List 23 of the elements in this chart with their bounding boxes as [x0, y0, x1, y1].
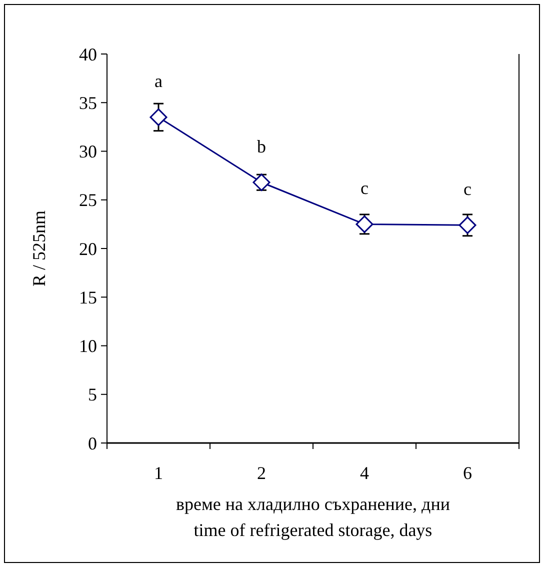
x-tick-label: 2	[257, 463, 266, 483]
point	[150, 108, 168, 126]
annotation: a	[154, 71, 162, 92]
y-axis-title: R / 525nm	[29, 210, 49, 287]
annotation: c	[360, 178, 368, 198]
x-tick-label: 6	[463, 463, 472, 483]
x-axis-title: време на хладилно съхранение, дни time of refrigerated storage, days	[176, 494, 450, 540]
point	[356, 215, 374, 233]
y-tick-label: 5	[88, 384, 97, 405]
y-tick-label: 0	[88, 433, 97, 454]
annotation: b	[257, 136, 266, 156]
annotation: c	[464, 179, 472, 200]
point	[252, 174, 270, 192]
y-tick-label: 40	[79, 44, 97, 64]
point	[458, 216, 476, 234]
y-tick-label: 25	[79, 190, 97, 210]
y-tick-label: 35	[79, 92, 97, 113]
y-tick-label: 15	[79, 287, 97, 308]
x-tick-label: 4	[360, 463, 369, 483]
y-tick-label: 10	[79, 336, 97, 356]
x-tick-label: 1	[154, 463, 163, 483]
y-tick-label: 30	[79, 142, 97, 162]
y-tick-label: 20	[79, 238, 97, 259]
